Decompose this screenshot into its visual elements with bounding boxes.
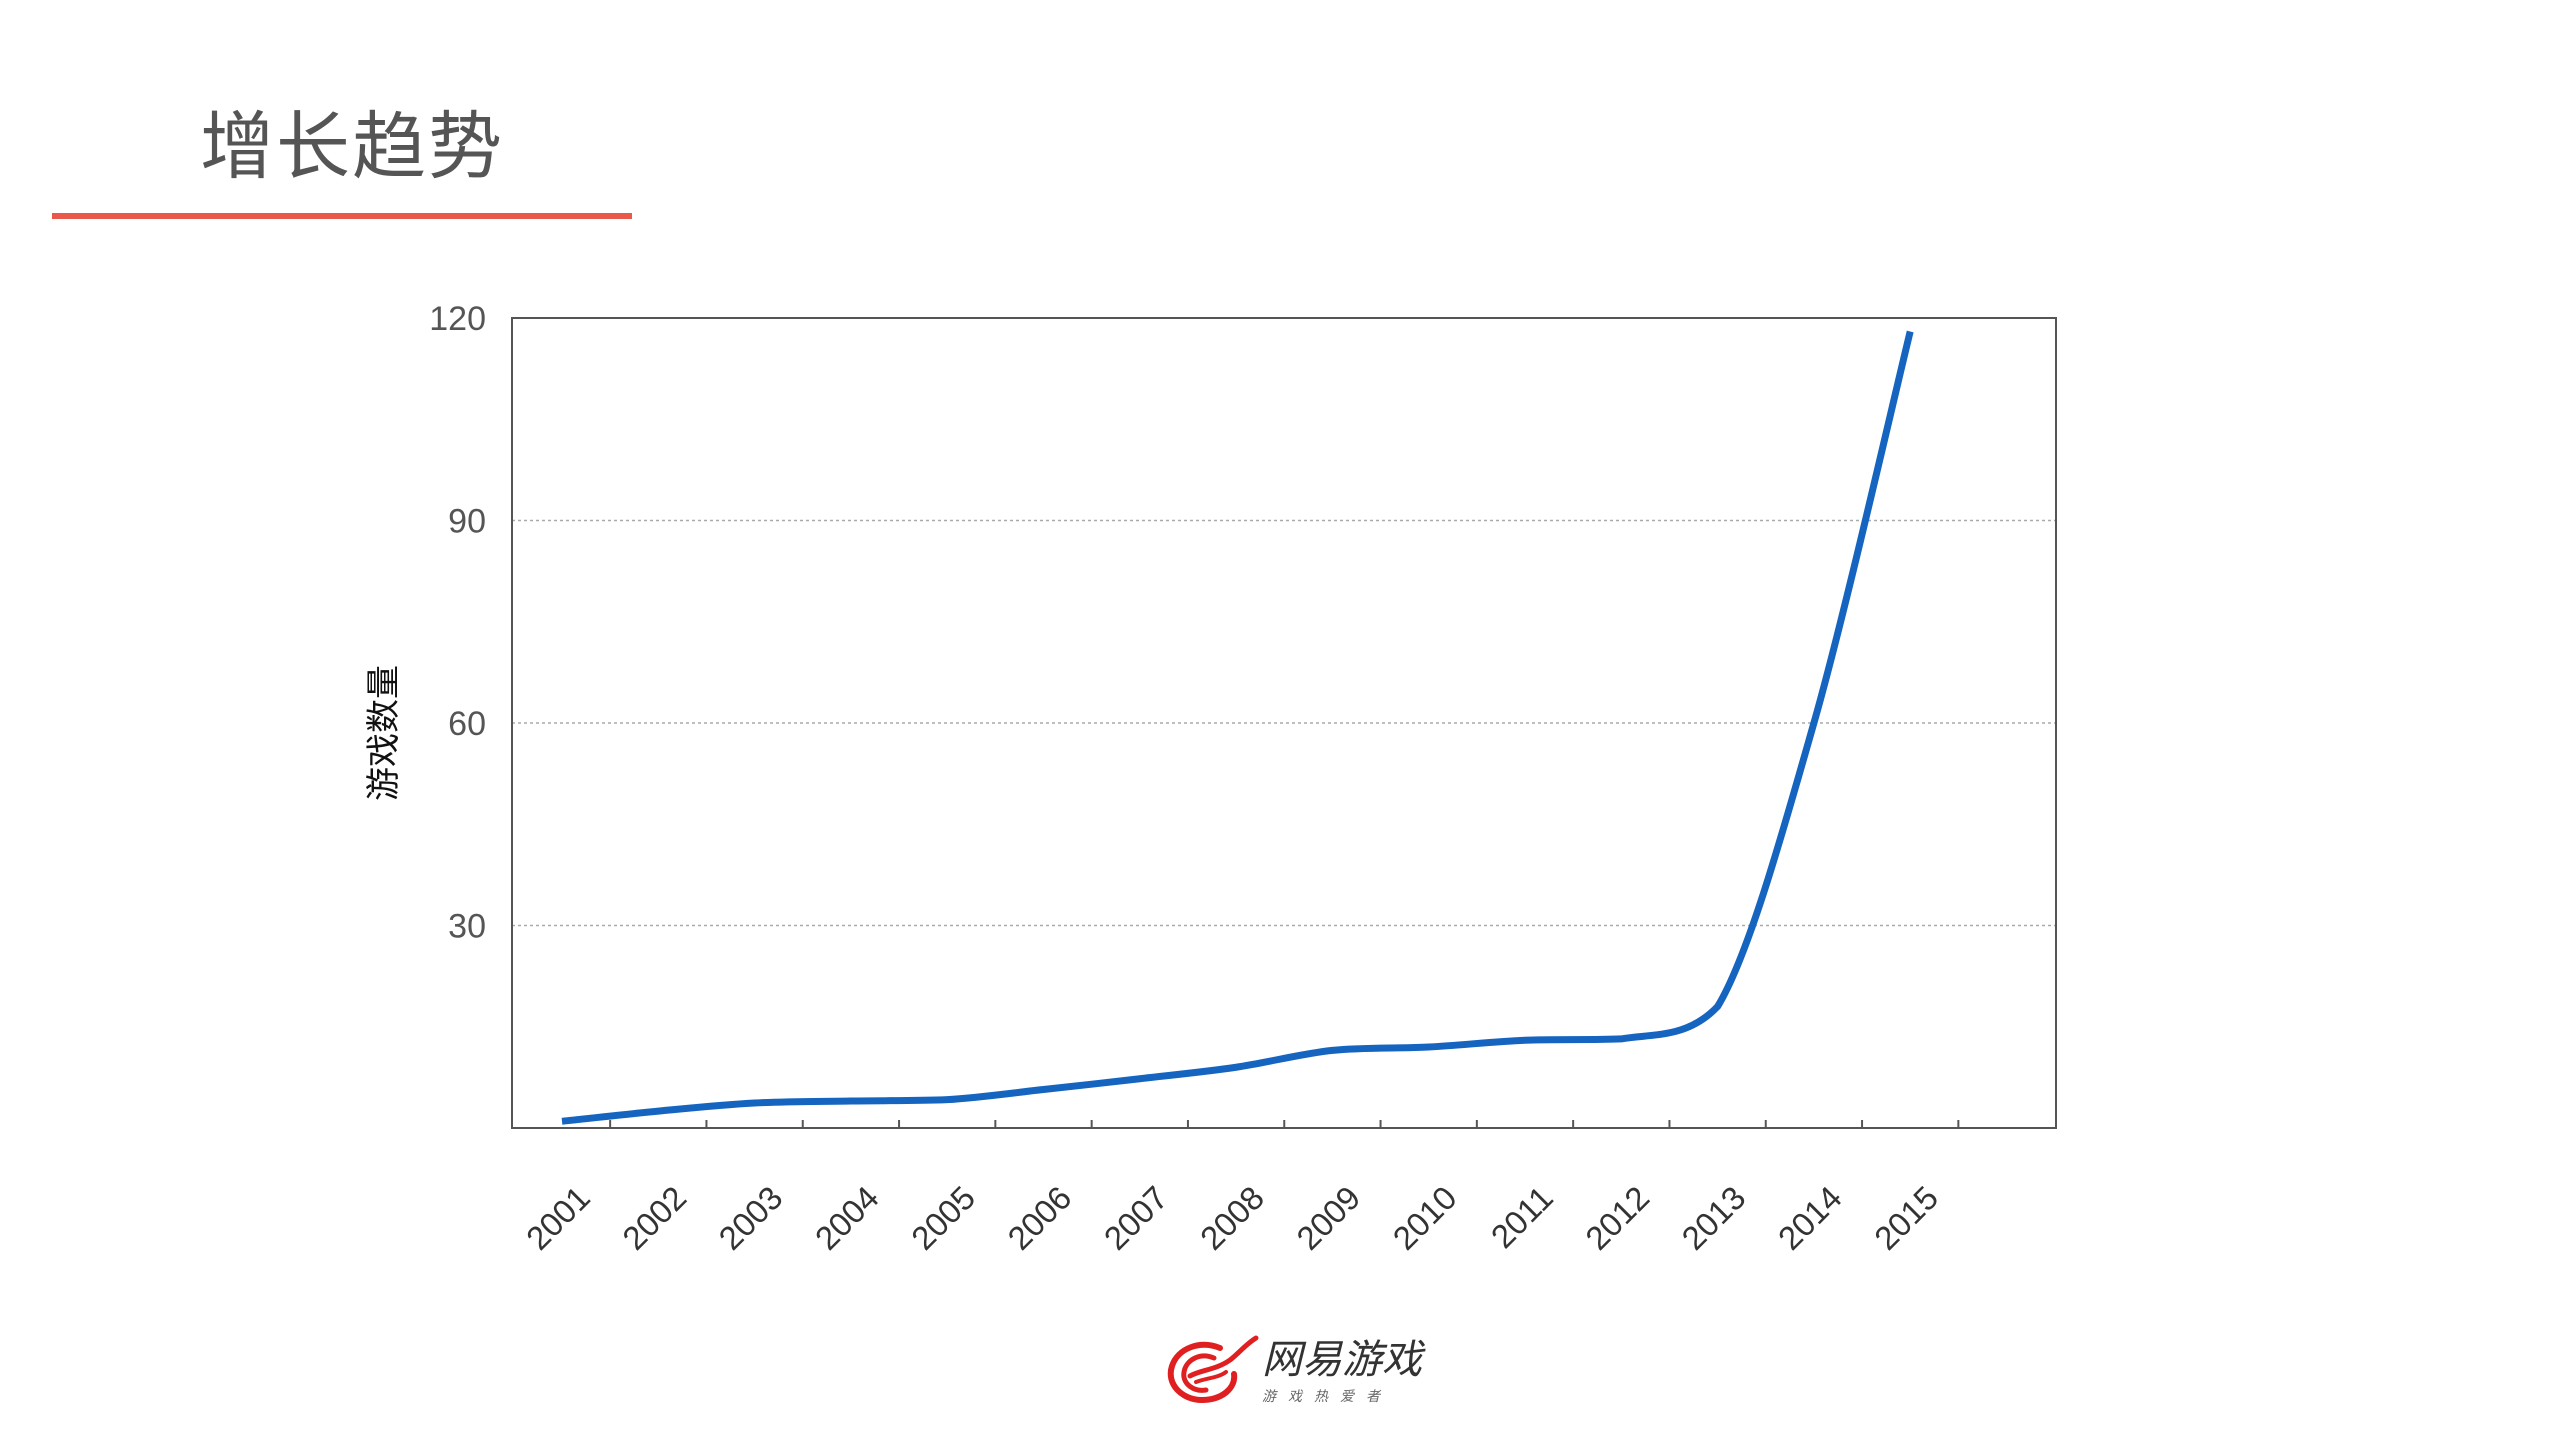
x-axis-tick-labels: 2001 2002 2003 2004 2005 2006 2007 2008 2009 2010… xyxy=(519,1179,1945,1257)
data-point xyxy=(1618,1036,1624,1042)
x-tick-label: 2015 xyxy=(1867,1179,1945,1257)
x-tick-label: 2011 xyxy=(1484,1179,1560,1255)
y-tick-label: 30 xyxy=(448,908,486,946)
data-point xyxy=(1907,329,1913,335)
data-point xyxy=(559,1118,565,1124)
x-tick-label: 2002 xyxy=(615,1179,693,1257)
data-point xyxy=(655,1108,661,1114)
plot-frame xyxy=(511,317,2057,1129)
gridlines xyxy=(512,519,2056,927)
title-underline xyxy=(52,213,632,219)
y-axis-title: 游戏数量 xyxy=(364,665,404,801)
data-point xyxy=(752,1100,758,1106)
x-tick-label: 2001 xyxy=(519,1179,597,1257)
series-line-0 xyxy=(561,330,1914,1125)
data-point xyxy=(1715,1004,1721,1010)
x-tick-label: 2010 xyxy=(1386,1179,1464,1257)
x-tick-label: 2014 xyxy=(1771,1179,1849,1257)
page-title: 增长趋势 xyxy=(200,104,504,190)
x-tick-label: 2005 xyxy=(904,1179,982,1257)
x-tick-label: 2004 xyxy=(808,1179,886,1257)
netease-games-logo-icon xyxy=(1167,1335,1259,1404)
y-tick-label: 120 xyxy=(429,300,486,338)
logo-wordmark: 网易游戏 xyxy=(1262,1337,1422,1383)
x-tick-label: 2013 xyxy=(1674,1179,1752,1257)
y-tick-label: 90 xyxy=(448,503,486,541)
x-tick-label: 2012 xyxy=(1578,1179,1656,1257)
data-point xyxy=(1522,1037,1528,1043)
data-point xyxy=(1426,1044,1432,1050)
series-lines xyxy=(559,329,1914,1125)
data-point xyxy=(1811,720,1817,726)
data-point xyxy=(1329,1047,1335,1053)
y-axis-tick-labels: 30 60 90 120 xyxy=(429,300,486,946)
data-point xyxy=(944,1097,950,1103)
logo-tagline: 游戏热爱者 xyxy=(1262,1389,1392,1405)
x-tick-label: 2007 xyxy=(1097,1179,1175,1257)
data-point xyxy=(848,1098,854,1104)
data-point xyxy=(1137,1076,1143,1082)
data-point xyxy=(1041,1087,1047,1093)
x-tick-label: 2008 xyxy=(1193,1179,1271,1257)
y-tick-label: 60 xyxy=(448,705,486,743)
x-tick-label: 2009 xyxy=(1289,1179,1367,1257)
x-axis-ticks xyxy=(609,1120,1960,1128)
data-point xyxy=(1233,1064,1239,1070)
x-tick-label: 2006 xyxy=(1000,1179,1078,1257)
x-tick-label: 2003 xyxy=(711,1179,789,1257)
